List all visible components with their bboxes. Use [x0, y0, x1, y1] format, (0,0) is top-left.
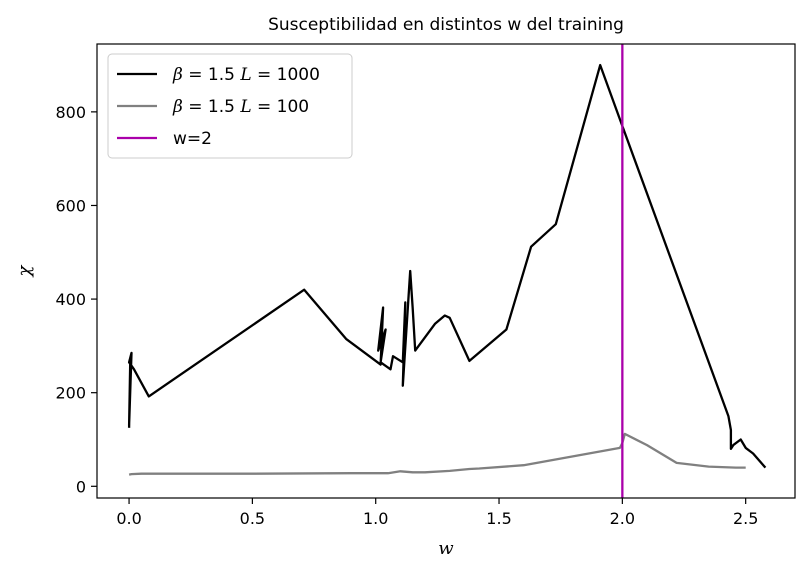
series-line-2 — [128, 432, 746, 476]
chart-title: Susceptibilidad en distintos w del train… — [268, 15, 624, 35]
y-tick-label: 800 — [55, 103, 86, 122]
legend: β = 1.5 L = 1000 β = 1.5 L = 100 w=2 — [107, 53, 353, 159]
x-tick-label: 0.0 — [116, 509, 141, 528]
legend-entry: β = 1.5 L = 100 — [172, 97, 309, 117]
axes-frame — [96, 43, 796, 499]
x-axis: 0.0 0.5 1.0 1.5 2.0 2.5 — [116, 498, 758, 528]
legend-box — [107, 53, 353, 159]
plot-area — [127, 44, 767, 498]
y-tick-label: 600 — [55, 196, 86, 215]
x-tick-label: 2.5 — [733, 509, 758, 528]
x-tick-label: 2.0 — [610, 509, 635, 528]
y-tick-label: 400 — [55, 290, 86, 309]
x-tick-label: 1.5 — [486, 509, 511, 528]
series-line-1 — [127, 63, 767, 469]
legend-entry: w=2 — [173, 129, 212, 149]
y-axis: 0 200 400 600 800 — [55, 103, 97, 496]
x-tick-label: 1.0 — [363, 509, 388, 528]
x-axis-label: w — [438, 538, 454, 559]
y-tick-label: 0 — [76, 477, 86, 496]
y-tick-label: 200 — [55, 384, 86, 403]
legend-entry: β = 1.5 L = 1000 — [172, 65, 320, 85]
x-tick-label: 0.5 — [240, 509, 265, 528]
y-axis-label: χ — [14, 264, 35, 278]
